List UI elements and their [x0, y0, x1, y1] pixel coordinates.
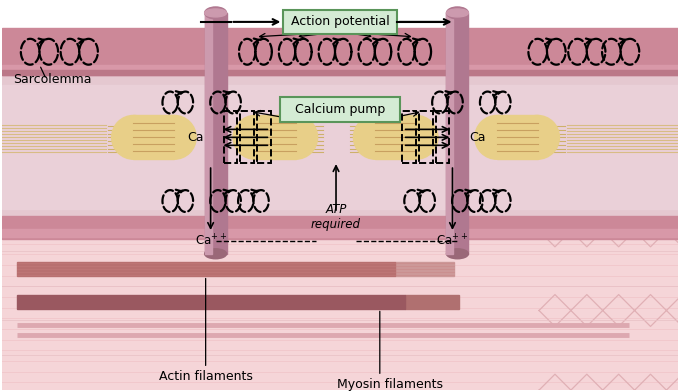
Ellipse shape	[233, 115, 277, 159]
Bar	[1, 216, 679, 239]
Text: Ca: Ca	[188, 131, 204, 144]
Text: Actin filaments: Actin filaments	[158, 370, 252, 383]
Bar	[258, 111, 271, 163]
Bar	[224, 111, 237, 163]
Bar	[1, 234, 679, 390]
Bar	[133, 115, 174, 159]
Bar	[1, 74, 679, 219]
Bar	[419, 111, 432, 163]
Ellipse shape	[205, 9, 226, 17]
Ellipse shape	[112, 115, 156, 159]
Bar	[497, 115, 538, 159]
Text: Calcium pump: Calcium pump	[295, 103, 385, 116]
Bar	[1, 65, 679, 73]
Ellipse shape	[205, 7, 226, 19]
Ellipse shape	[515, 115, 560, 159]
Bar	[16, 294, 405, 309]
Text: Action potential: Action potential	[290, 15, 390, 28]
FancyBboxPatch shape	[284, 10, 396, 34]
Bar	[402, 111, 415, 163]
Ellipse shape	[447, 9, 469, 17]
Text: ATP
required: ATP required	[311, 203, 361, 231]
Bar	[447, 13, 469, 254]
Bar	[394, 262, 454, 276]
Ellipse shape	[354, 115, 397, 159]
FancyBboxPatch shape	[280, 96, 400, 122]
Ellipse shape	[447, 7, 469, 19]
Bar	[205, 13, 211, 254]
Ellipse shape	[475, 115, 519, 159]
Bar	[435, 111, 449, 163]
Ellipse shape	[394, 115, 438, 159]
Text: Ca$^{++}$: Ca$^{++}$	[437, 233, 469, 249]
Bar	[205, 13, 226, 254]
Text: Ca$^{++}$: Ca$^{++}$	[194, 233, 226, 249]
Bar	[1, 28, 679, 74]
Bar	[16, 262, 394, 276]
Ellipse shape	[152, 115, 197, 159]
Text: Myosin filaments: Myosin filaments	[337, 377, 443, 391]
Bar	[405, 294, 460, 309]
Ellipse shape	[205, 249, 226, 259]
Bar	[1, 85, 679, 209]
Bar	[1, 70, 679, 74]
Text: Sarcolemma: Sarcolemma	[14, 73, 92, 86]
Bar	[241, 111, 254, 163]
Ellipse shape	[274, 115, 318, 159]
Bar	[375, 115, 416, 159]
Bar	[255, 115, 296, 159]
Ellipse shape	[447, 249, 469, 259]
Bar	[1, 229, 679, 237]
Text: Ca: Ca	[469, 131, 486, 144]
Bar	[447, 13, 454, 254]
